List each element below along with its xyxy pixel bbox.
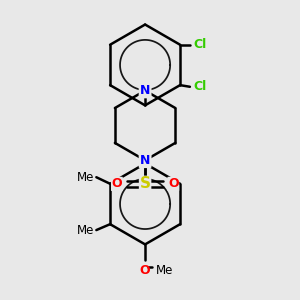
Text: O: O <box>168 177 178 190</box>
Text: Cl: Cl <box>193 38 206 51</box>
Text: O: O <box>140 264 150 277</box>
Text: S: S <box>140 176 151 191</box>
Text: Me: Me <box>156 264 173 277</box>
Text: N: N <box>140 84 150 97</box>
Text: Me: Me <box>77 171 95 184</box>
Text: O: O <box>112 177 122 190</box>
Text: N: N <box>140 154 150 167</box>
Text: Cl: Cl <box>193 80 206 93</box>
Text: Me: Me <box>77 224 95 237</box>
